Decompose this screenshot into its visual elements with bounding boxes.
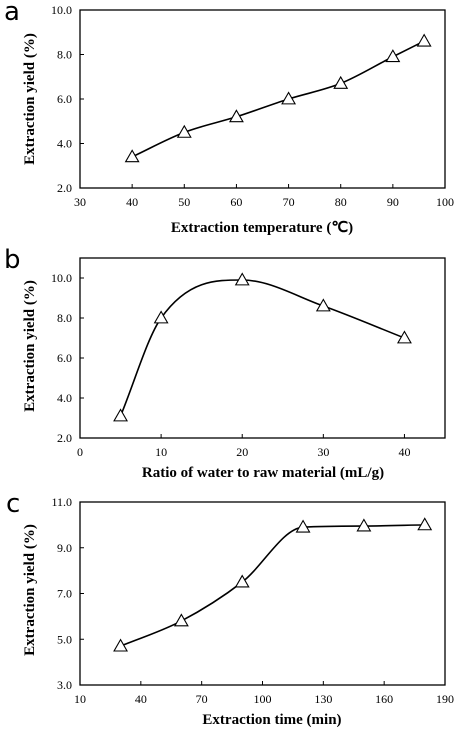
x-tick-label: 40 [135,692,147,706]
data-point-triangle [124,149,140,163]
data-point-triangle [396,330,412,344]
x-axis-label: Extraction time (min) [202,712,341,728]
data-point-triangle [113,638,129,652]
data-point-triangle [315,298,331,312]
panel-letter-c: c [6,489,20,519]
x-tick-label: 20 [236,445,248,459]
y-tick-label: 4.0 [57,391,72,405]
x-tick-label: 50 [178,195,190,209]
series-line [119,279,405,417]
x-tick-label: 30 [74,195,86,209]
y-tick-label: 8.0 [57,311,72,325]
x-tick-label: 30 [317,445,329,459]
panel-letter-b: b [4,245,21,275]
y-tick-label: 6.0 [57,351,72,365]
y-axis-label: Extraction yield (%) [22,33,38,165]
y-tick-label: 8.0 [57,48,72,62]
x-tick-label: 10 [74,692,86,706]
x-tick-label: 130 [314,692,332,706]
x-tick-label: 80 [335,195,347,209]
panel-letter-a: a [4,0,20,27]
y-tick-label: 7.0 [57,587,72,601]
data-point-triangle [295,519,311,533]
x-tick-label: 100 [254,692,272,706]
x-tick-label: 100 [436,195,454,209]
x-tick-label: 160 [375,692,393,706]
x-tick-label: 190 [436,692,454,706]
x-axis-label: Extraction temperature (℃) [171,220,353,236]
series-line [120,524,425,647]
data-point-triangle [234,574,250,588]
data-point-triangle [176,124,192,138]
data-point-triangle [356,518,372,532]
y-axis-label: Extraction yield (%) [22,524,38,656]
y-tick-label: 3.0 [57,678,72,692]
y-tick-label: 2.0 [57,181,72,195]
y-tick-label: 9.0 [57,541,72,555]
chart-panel-a: a Extraction temperature (℃) Extraction … [4,0,454,236]
series-line [131,40,425,158]
x-tick-label: 70 [196,692,208,706]
data-point-triangle [281,91,297,105]
data-point-triangle [234,272,250,286]
plot-frame [79,501,446,686]
data-point-triangle [153,310,169,324]
x-tick-label: 0 [77,445,83,459]
y-tick-label: 6.0 [57,92,72,106]
y-tick-label: 5.0 [57,632,72,646]
x-axis-label: Ratio of water to raw material (mL/g) [142,465,384,481]
plot-frame [79,257,446,439]
x-tick-label: 60 [230,195,242,209]
x-tick-label: 90 [387,195,399,209]
data-point-triangle [417,517,433,531]
x-tick-label: 70 [283,195,295,209]
y-tick-label: 10.0 [51,271,72,285]
data-point-triangle [416,33,432,47]
data-point-triangle [385,49,401,63]
x-tick-label: 40 [126,195,138,209]
data-point-triangle [173,613,189,627]
chart-panel-c: c Extraction time (min) Extraction yield… [6,489,454,728]
x-tick-label: 10 [155,445,167,459]
y-tick-label: 11.0 [51,495,72,509]
y-tick-label: 10.0 [51,3,72,17]
data-point-triangle [113,408,129,422]
y-axis-label: Extraction yield (%) [22,280,38,412]
data-point-triangle [333,75,349,89]
data-point-triangle [228,109,244,123]
y-tick-label: 2.0 [57,431,72,445]
chart-panel-b: b Ratio of water to raw material (mL/g) … [4,245,446,481]
y-tick-label: 4.0 [57,137,72,151]
x-tick-label: 40 [398,445,410,459]
